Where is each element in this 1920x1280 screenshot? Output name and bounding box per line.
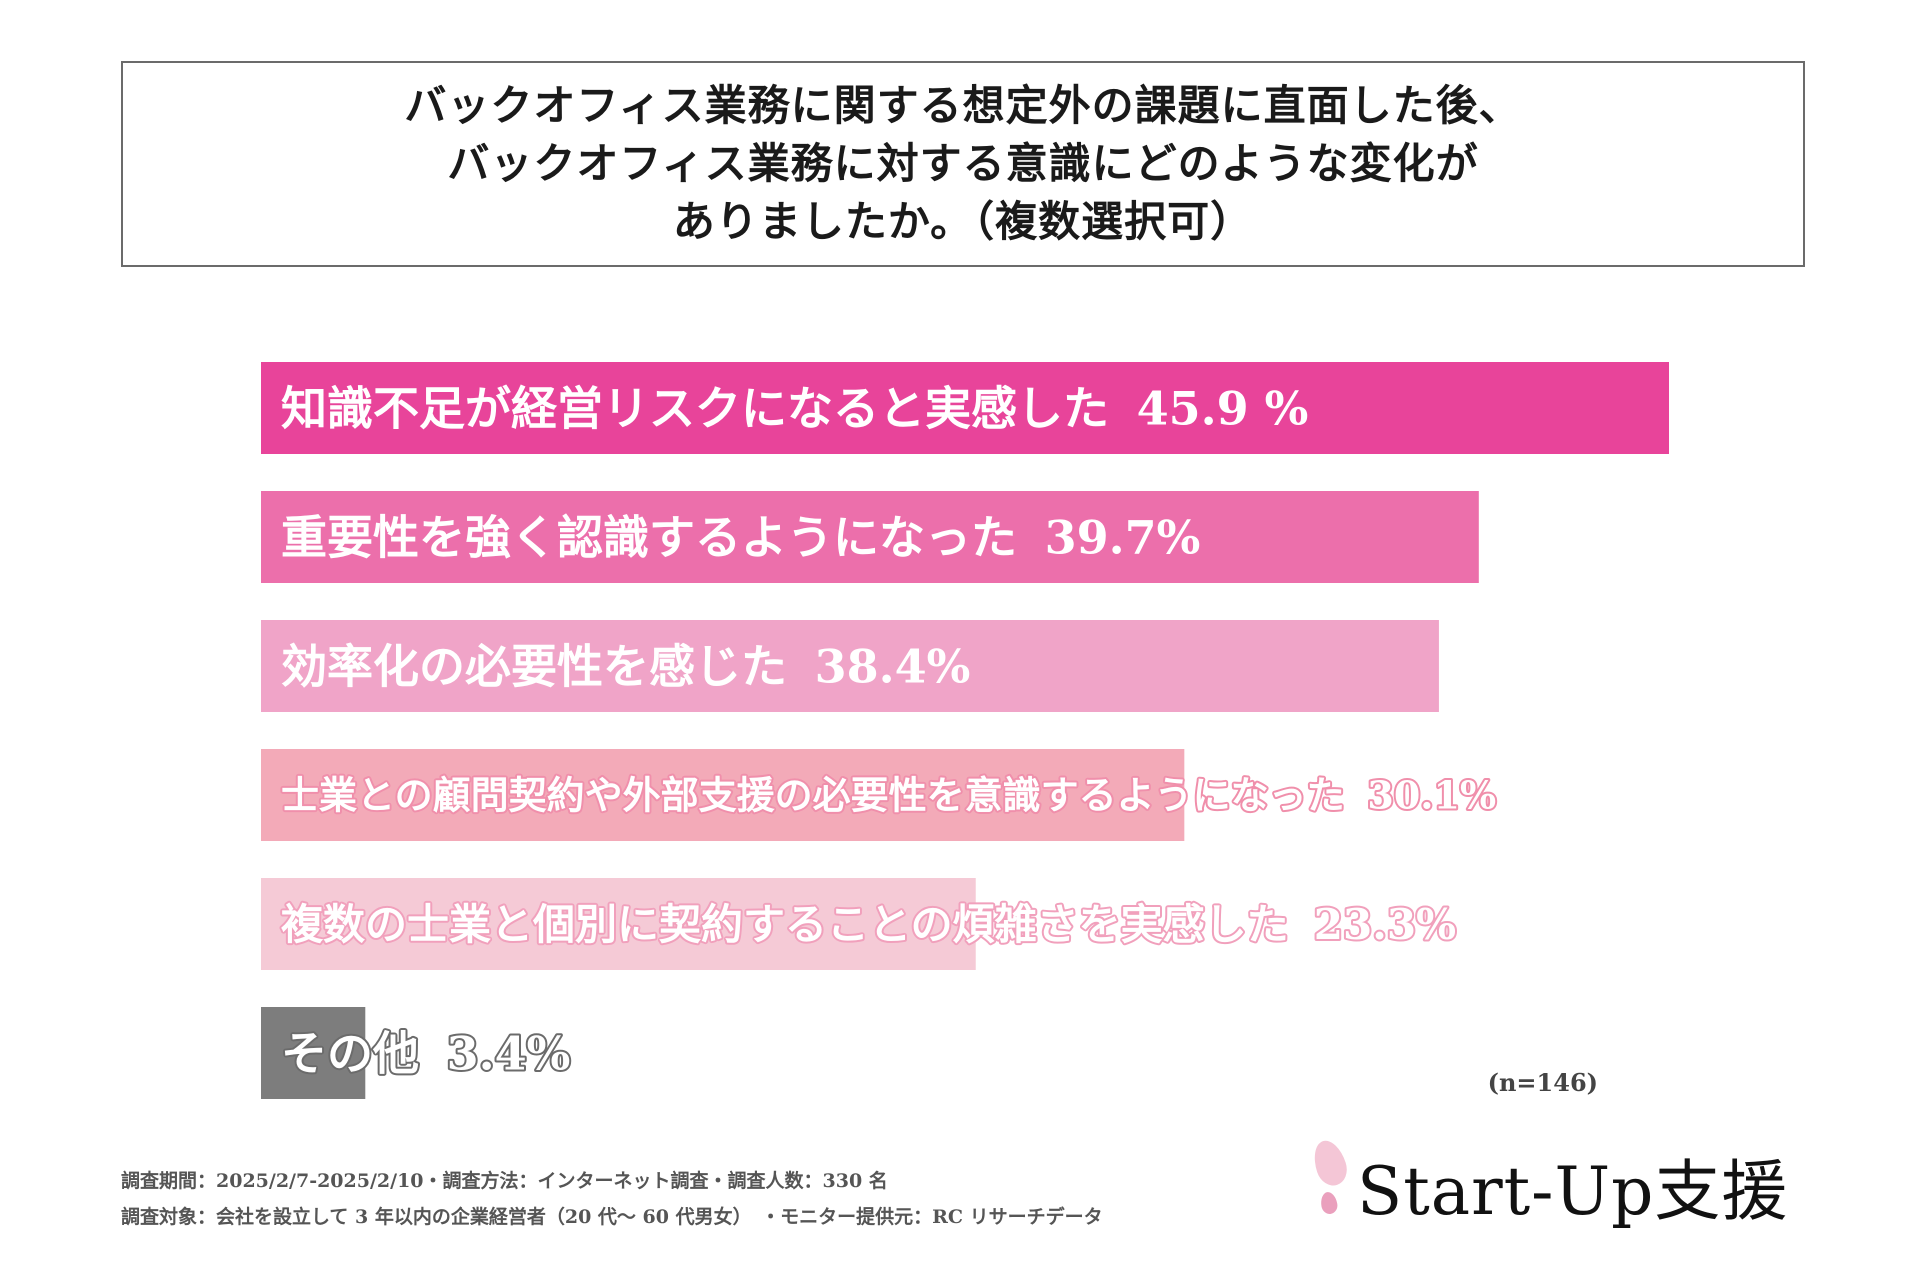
bar-4 (261, 749, 1185, 841)
category-label: 重要性を強く認識するようになった (281, 511, 1017, 565)
bar-3 (261, 620, 1439, 712)
category-label: その他 (281, 1027, 419, 1081)
bar-5 (261, 878, 976, 970)
category-label: 効率化の必要性を感じた (281, 640, 787, 694)
question-title-box: バックオフィス業務に関する想定外の課題に直面した後、 バックオフィス業務に対する… (121, 61, 1805, 267)
bar-6 (261, 1007, 366, 1099)
footnote-line-1: 調査期間：2025/2/7-2025/2/10・調査方法：インターネット調査・調… (121, 1170, 888, 1192)
logo-text: Start-Up支援 (1357, 1153, 1789, 1230)
value-label: 45.9 % (1137, 382, 1309, 436)
bar-label-1: 知識不足が経営リスクになると実感した 45.9 % (281, 382, 1308, 436)
title-line-2: バックオフィス業務に対する意識にどのような変化が (447, 139, 1479, 188)
start-up-shien-logo[interactable]: Start-Up支援 (1305, 1130, 1810, 1230)
survey-footnotes: 調査期間：2025/2/7-2025/2/10・調査方法：インターネット調査・調… (121, 1163, 1103, 1235)
footnote-line-2: 調査対象：会社を設立して 3 年以内の企業経営者（20 代～ 60 代男女） ・… (121, 1206, 1103, 1228)
logo-petal-small-icon (1319, 1190, 1339, 1216)
logo-petal-icon (1308, 1136, 1352, 1190)
sample-size-label: (n=146) (1487, 1068, 1598, 1097)
category-label: 知識不足が経営リスクになると実感した (281, 382, 1109, 436)
bar-label-6: その他 3.4% (281, 1027, 570, 1081)
title-line-1: バックオフィス業務に関する想定外の課題に直面した後、 (404, 81, 1522, 130)
bar-label-4: 士業との顧問契約や外部支援の必要性を意識するようになった 30.1% (281, 773, 1496, 818)
value-label: 39.7% (1045, 511, 1201, 565)
category-label: 士業との顧問契約や外部支援の必要性を意識するようになった (281, 773, 1345, 818)
value-label: 23.3% (1314, 900, 1456, 949)
title-line-3: ありましたか。（複数選択可） (672, 197, 1254, 246)
category-label: 複数の士業と個別に契約することの煩雑さを実感した (281, 900, 1289, 949)
bar-2 (261, 491, 1479, 583)
bar-label-2: 重要性を強く認識するようになった 39.7% (281, 511, 1200, 565)
bar-label-3: 効率化の必要性を感じた 38.4% (281, 640, 970, 694)
value-label: 38.4% (815, 640, 971, 694)
bar-1 (261, 362, 1669, 454)
bar-label-5: 複数の士業と個別に契約することの煩雑さを実感した 23.3% (281, 900, 1456, 949)
value-label: 3.4% (447, 1027, 571, 1081)
value-label: 30.1% (1367, 773, 1496, 818)
